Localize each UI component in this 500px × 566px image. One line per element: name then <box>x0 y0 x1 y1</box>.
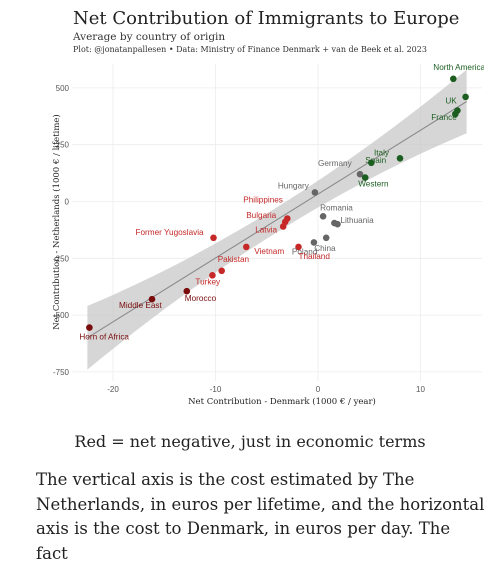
point-label: Horn of Africa <box>79 333 129 342</box>
point-label: Bulgaria <box>246 211 276 220</box>
x-axis-label: Net Contribution - Denmark (1000 € / yea… <box>188 396 376 407</box>
chart-title: Net Contribution of Immigrants to Europe <box>73 8 459 29</box>
x-tick-label: 0 <box>316 385 321 394</box>
point-label: Spain <box>365 156 386 165</box>
data-point <box>322 234 330 242</box>
data-point <box>368 159 375 167</box>
x-tick-label: -10 <box>210 385 222 394</box>
y-tick-label: -250 <box>53 254 70 263</box>
point-label: Turkey <box>195 277 221 286</box>
data-point <box>311 189 319 196</box>
data-point <box>334 220 341 228</box>
data-point <box>450 75 457 83</box>
data-point <box>295 243 302 251</box>
chart-subtitle: Average by country of origin <box>72 31 225 43</box>
point-label: Western <box>358 180 389 189</box>
y-axis-label: Net Contribution - Netherlands (1000 € /… <box>51 114 62 330</box>
x-tick-label: -20 <box>107 385 119 394</box>
point-label: Italy <box>374 148 390 157</box>
point-label: Pakistan <box>218 255 250 264</box>
point-label: Thailand <box>299 252 331 261</box>
data-point <box>279 223 287 230</box>
point-label: Poland <box>292 247 318 256</box>
y-tick-label: 500 <box>56 84 70 93</box>
data-point <box>210 234 217 242</box>
data-point <box>86 324 93 331</box>
data-point <box>361 174 369 181</box>
point-label: Former Yugoslavia <box>136 228 205 237</box>
point-label: Philippines <box>243 196 283 205</box>
data-point <box>218 267 225 275</box>
y-tick-label: 0 <box>65 197 70 206</box>
x-tick-label: 10 <box>416 385 425 394</box>
chart-credit: Plot: @jonatanpallesen • Data: Ministry … <box>73 45 427 54</box>
point-label: Romania <box>320 203 353 212</box>
points-layer <box>86 75 469 331</box>
data-point <box>183 287 191 295</box>
data-point <box>462 93 469 101</box>
point-label: Morocco <box>185 294 217 303</box>
point-label: France <box>431 113 457 122</box>
point-label: Lithuania <box>340 216 374 225</box>
y-tick-label: -500 <box>53 311 70 320</box>
data-point <box>452 110 459 118</box>
ticks-layer: -20 -10 0 10 -750 -500 -250 0 250 500 <box>53 84 426 394</box>
data-point <box>356 170 364 178</box>
article-body-text: The vertical axis is the cost estimated … <box>36 470 485 563</box>
point-label: China <box>314 244 336 253</box>
data-point <box>148 295 156 303</box>
grid-layer <box>72 64 482 381</box>
data-point <box>310 239 318 246</box>
y-tick-label: 250 <box>56 141 70 150</box>
scatter-chart: Net Contribution of Immigrants to Europe… <box>51 8 484 407</box>
point-label: Middle East <box>119 301 163 310</box>
y-tick-label: -750 <box>53 368 70 377</box>
data-point <box>319 213 327 220</box>
data-point <box>243 243 250 251</box>
point-label: Latvia <box>255 226 277 235</box>
point-label: North America <box>433 63 484 72</box>
chart-card: Net Contribution of Immigrants to Europe… <box>50 0 484 425</box>
point-label: UK <box>445 97 457 106</box>
point-label: Hungary <box>278 181 310 190</box>
chart-caption: Red = net negative, just in economic ter… <box>74 432 426 451</box>
point-label: Vietnam <box>254 247 284 256</box>
data-point <box>209 272 216 279</box>
point-label: Germany <box>318 159 353 168</box>
data-point <box>396 155 404 162</box>
